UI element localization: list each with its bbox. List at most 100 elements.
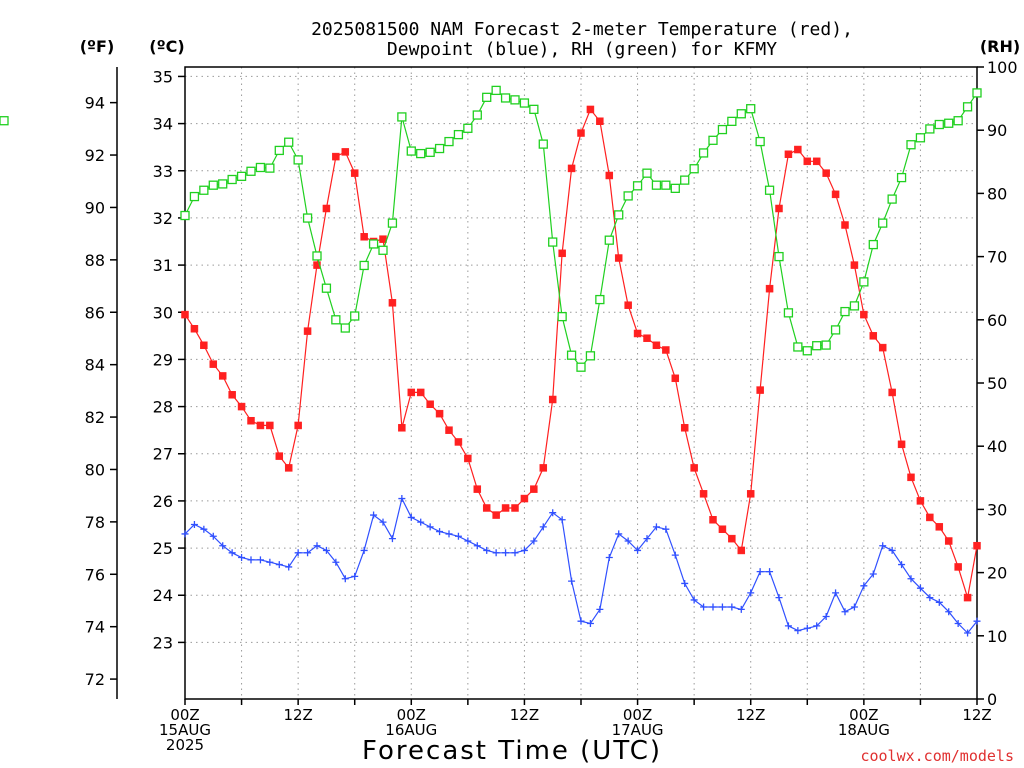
dewpoint-point: [256, 556, 264, 564]
temperature-point: [954, 563, 962, 571]
temperature-point: [388, 299, 397, 307]
temperature-point: [605, 171, 614, 180]
rh-point: [812, 341, 822, 351]
temperature-point: [558, 249, 566, 258]
rh-point: [944, 118, 954, 128]
rh-point: [312, 251, 322, 261]
dewpoint-point: [539, 523, 547, 531]
temperature-point: [746, 490, 755, 498]
temperature-point: [416, 388, 425, 397]
temperature-point: [360, 233, 368, 241]
rh-point: [830, 325, 841, 335]
temperature-point: [539, 464, 548, 472]
rh-point: [293, 155, 303, 165]
dewpoint-point: [879, 542, 887, 550]
temperature-point: [841, 221, 849, 229]
dewpoint-point: [766, 568, 774, 576]
dewpoint-point: [445, 530, 453, 538]
rh-tick-label: 90: [987, 121, 1007, 140]
rh-tick-label: 60: [987, 311, 1007, 330]
celsius-tick-label: 34: [153, 115, 173, 134]
temperature-point: [247, 416, 255, 425]
temperature-point: [209, 360, 218, 368]
rh-point: [529, 104, 539, 114]
fahrenheit-tick-label: 88: [85, 251, 105, 270]
fahrenheit-tick-label: 78: [85, 513, 105, 532]
rh-point: [793, 342, 803, 352]
rh-point: [698, 148, 709, 158]
celsius-tick-label: 30: [153, 303, 173, 322]
temperature-point: [294, 421, 302, 430]
temperature-point: [586, 105, 595, 114]
dewpoint-point: [652, 523, 660, 531]
fahrenheit-tick-label: 74: [85, 618, 105, 637]
rh-point: [350, 311, 360, 321]
dewpoint-point: [935, 598, 943, 606]
dewpoint-point: [907, 575, 915, 583]
rh-point: [896, 172, 907, 183]
dewpoint-point: [869, 570, 877, 578]
temperature-point: [718, 525, 727, 533]
temperature-point: [596, 117, 604, 125]
fahrenheit-tick-label: 92: [85, 146, 105, 165]
dewpoint-point: [898, 561, 906, 569]
chart-title-line-1: 2025081500 NAM Forecast 2-meter Temperat…: [311, 19, 853, 40]
temperature-point: [822, 169, 830, 177]
rh-point: [821, 340, 831, 350]
rh-tick-label: 100: [987, 58, 1018, 77]
dewpoint-point: [586, 620, 594, 628]
dewpoint-point: [483, 546, 491, 554]
rh-point: [849, 301, 860, 311]
temperature-point: [237, 402, 246, 411]
dewpoint-point: [407, 513, 415, 521]
rh-point: [302, 213, 313, 223]
temperature-point: [266, 421, 274, 430]
temperature-point: [284, 464, 293, 472]
temperature-point: [407, 388, 416, 397]
dewpoint-point: [464, 537, 472, 545]
rh-point: [925, 124, 935, 134]
x-tick-label: 00Z: [623, 706, 652, 724]
temperature-point: [482, 504, 491, 512]
source-credit: coolwx.com/models: [860, 747, 1014, 765]
temperature-point: [464, 454, 472, 463]
fahrenheit-tick-label: 82: [85, 408, 105, 427]
dewpoint-point: [266, 558, 274, 566]
dewpoint-point: [426, 523, 434, 531]
fahrenheit-tick-label: 76: [85, 565, 105, 584]
dewpoint-point: [209, 532, 217, 540]
dewpoint-point: [605, 554, 613, 562]
temperature-point: [303, 327, 312, 335]
x-tick-label: 15AUG: [159, 721, 211, 739]
dewpoint-point: [756, 568, 764, 576]
celsius-tick-label: 31: [153, 256, 173, 275]
celsius-tick-label: 35: [153, 67, 173, 86]
rh-point: [595, 294, 605, 305]
temperature-point: [812, 157, 821, 166]
dewpoint-point: [822, 612, 830, 620]
dewpoint-point: [624, 537, 632, 545]
temperature-point: [341, 148, 350, 156]
x-tick-label: 12Z: [510, 706, 539, 724]
temperature-point: [869, 332, 878, 340]
data-series: [0, 85, 982, 637]
rh-point: [614, 210, 624, 220]
rh-unit-label: (RH): [980, 37, 1020, 56]
rh-point: [199, 185, 209, 195]
rh-point: [717, 124, 728, 135]
celsius-tick-label: 27: [153, 445, 173, 464]
rh-point: [246, 166, 256, 176]
temperature-series: [181, 105, 981, 602]
rh-point: [180, 210, 190, 221]
rh-tick-label: 50: [987, 374, 1007, 393]
rh-point: [915, 133, 926, 143]
x-tick-label: 16AUG: [385, 721, 437, 739]
fahrenheit-tick-label: 90: [85, 198, 105, 217]
dewpoint-point: [520, 546, 528, 554]
rh-point: [387, 218, 398, 228]
rh-tick-label: 30: [987, 500, 1007, 519]
temperature-point: [652, 341, 661, 350]
rh-point: [953, 116, 963, 126]
rh-point: [746, 104, 756, 114]
temperature-point: [313, 261, 321, 269]
